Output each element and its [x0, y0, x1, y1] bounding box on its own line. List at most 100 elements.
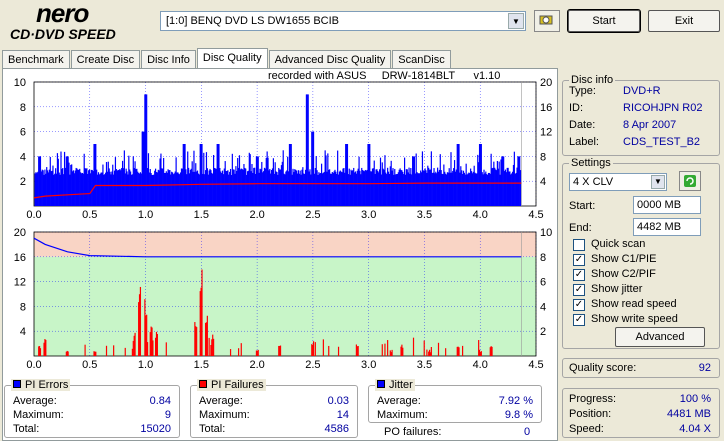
y-right-tick-label: 8	[540, 252, 546, 264]
data-line	[33, 182, 522, 199]
drive-select-value: [1:0] BENQ DVD LS DW1655 BCIB	[166, 15, 340, 27]
disc-label-label: Label:	[569, 136, 599, 148]
checkbox-show-write-speed[interactable]: ✓	[573, 314, 585, 326]
y-left-tick-label: 8	[20, 301, 26, 313]
tab-advanced-disc-quality[interactable]: Advanced Disc Quality	[268, 50, 392, 69]
y-right-tick-label: 16	[540, 102, 552, 114]
chevron-down-icon[interactable]: ▼	[508, 13, 524, 29]
nero-logo: nero CD·DVD SPEED	[8, 0, 148, 42]
tab-benchmark[interactable]: Benchmark	[2, 50, 70, 69]
disc-info-title: Disc info	[569, 74, 616, 86]
quality-score-box: Quality score: 92	[562, 358, 720, 378]
start-input[interactable]: 0000 MB	[633, 196, 701, 214]
drive-select[interactable]: [1:0] BENQ DVD LS DW1655 BCIB ▼	[160, 11, 526, 31]
start-button[interactable]: Start	[567, 9, 641, 33]
y-right-tick-label: 8	[540, 151, 546, 163]
checkbox-label: Show C1/PIE	[591, 253, 657, 265]
checkbox-show-jitter[interactable]: ✓	[573, 284, 585, 296]
checkbox-label: Show read speed	[591, 298, 677, 310]
jitter-swatch	[377, 380, 385, 388]
checkbox-show-read-speed[interactable]: ✓	[573, 299, 585, 311]
eject-button[interactable]	[534, 10, 560, 32]
jitter-avg-value: 7.92 %	[498, 395, 533, 407]
pi-failures-swatch	[199, 380, 207, 388]
pi-failures-title-text: PI Failures	[211, 379, 264, 391]
tab-scandisc[interactable]: ScanDisc	[392, 50, 451, 69]
recorded-drive: DRW-1814BLT	[381, 70, 456, 82]
speed-select-value: 4 X CLV	[573, 176, 614, 188]
quality-score-value: 92	[698, 362, 711, 374]
y-left-tick-label: 10	[14, 77, 26, 89]
y-right-tick-label: 12	[540, 127, 552, 139]
x-tick-label: 2.0	[249, 209, 264, 221]
pi-errors-swatch	[13, 380, 21, 388]
jitter-title-text: Jitter	[389, 379, 413, 391]
quality-score-label: Quality score:	[569, 362, 637, 374]
x-tick-label: 0.0	[26, 359, 41, 371]
refresh-button[interactable]	[679, 171, 701, 191]
start-label: Start:	[569, 200, 596, 212]
pi-failures-chart: 0.0 0.5 1.0 1.5 2.0 2.5 3.0 3.5 4.0 4.54812162024…	[14, 227, 553, 371]
checkbox-label: Quick scan	[591, 238, 646, 250]
settings-title: Settings	[569, 157, 613, 169]
y-right-tick-label: 20	[540, 77, 552, 89]
x-tick-label: 4.0	[473, 359, 488, 371]
speed-select[interactable]: 4 X CLV ▼	[569, 173, 667, 191]
disc-info-group: Disc info Type: DVD+R ID: RICOHJPN R02 D…	[562, 74, 720, 156]
y-left-tick-label: 6	[20, 127, 26, 139]
y-left-tick-label: 2	[20, 176, 26, 188]
pi-errors-chart: 0.0 0.5 1.0 1.5 2.0 2.5 3.0 3.5 4.0 4.5 2 4 6 8 10 4 8 12…	[14, 77, 553, 221]
y-left-tick-label: 12	[14, 277, 26, 289]
po-failures-label: PO failures:	[384, 426, 442, 438]
y-right-tick-label: 10	[540, 227, 552, 239]
advanced-button[interactable]: Advanced	[615, 327, 705, 347]
pi-failures-avg-value: 0.03	[327, 395, 349, 407]
tab-create-disc[interactable]: Create Disc	[70, 50, 141, 69]
settings-group: Settings 4 X CLV ▼ Start: 0000 MB End: 4…	[562, 157, 720, 349]
checkbox-show-c2-pif[interactable]: ✓	[573, 269, 585, 281]
end-input[interactable]: 4482 MB	[633, 218, 701, 236]
pi-failures-avg-label: Average:	[199, 395, 243, 407]
tab-disc-info[interactable]: Disc Info	[141, 50, 196, 69]
disc-drive-icon	[539, 15, 553, 25]
jitter-title: Jitter	[375, 379, 415, 391]
speed-label: Speed:	[569, 423, 604, 435]
speed-value: 4.04 X	[679, 423, 711, 435]
x-tick-label: 0.0	[26, 209, 41, 221]
refresh-icon	[684, 175, 696, 187]
x-tick-label: 2.0	[249, 359, 264, 371]
tab-disc-quality[interactable]: Disc Quality	[196, 48, 268, 69]
jitter-max-value: 9.8 %	[504, 409, 533, 421]
disc-type-label: Type:	[569, 85, 596, 97]
position-value: 4481 MB	[666, 408, 711, 420]
jitter-avg-label: Average:	[377, 395, 421, 407]
exit-button[interactable]: Exit	[648, 10, 720, 32]
checkbox-label: Show write speed	[591, 313, 678, 325]
progress-box: Progress: 100 % Position: 4481 MB Speed:…	[562, 388, 720, 438]
pif-zone	[34, 256, 536, 356]
x-tick-label: 0.5	[82, 359, 97, 371]
checkbox-show-c1-pie[interactable]: ✓	[573, 254, 585, 266]
data-line	[33, 237, 522, 258]
checkbox-label: Show C2/PIF	[591, 268, 656, 280]
disc-id-label: ID:	[569, 102, 584, 114]
pi-errors-total-value: 15020	[140, 423, 171, 435]
pi-errors-title-text: PI Errors	[25, 379, 69, 391]
position-label: Position:	[569, 408, 612, 420]
checkbox-quick-scan[interactable]	[573, 239, 585, 251]
chevron-down-icon[interactable]: ▼	[651, 175, 665, 189]
progress-label: Progress:	[569, 393, 617, 405]
y-right-tick-label: 4	[540, 176, 546, 188]
x-tick-label: 1.5	[194, 359, 209, 371]
pi-errors-group: PI Errors Average: 0.84 Maximum: 9 Total…	[4, 379, 180, 438]
y-left-tick-label: 8	[20, 102, 26, 114]
x-tick-label: 0.5	[82, 209, 97, 221]
x-tick-label: 3.5	[417, 359, 432, 371]
x-tick-label: 4.5	[528, 209, 543, 221]
y-left-tick-label: 20	[14, 227, 26, 239]
disc-date-label: Date:	[569, 119, 596, 131]
checkbox-label: Show jitter	[591, 283, 643, 295]
x-tick-label: 4.0	[473, 209, 488, 221]
x-tick-label: 3.5	[417, 209, 432, 221]
jitter-zone	[34, 232, 536, 257]
